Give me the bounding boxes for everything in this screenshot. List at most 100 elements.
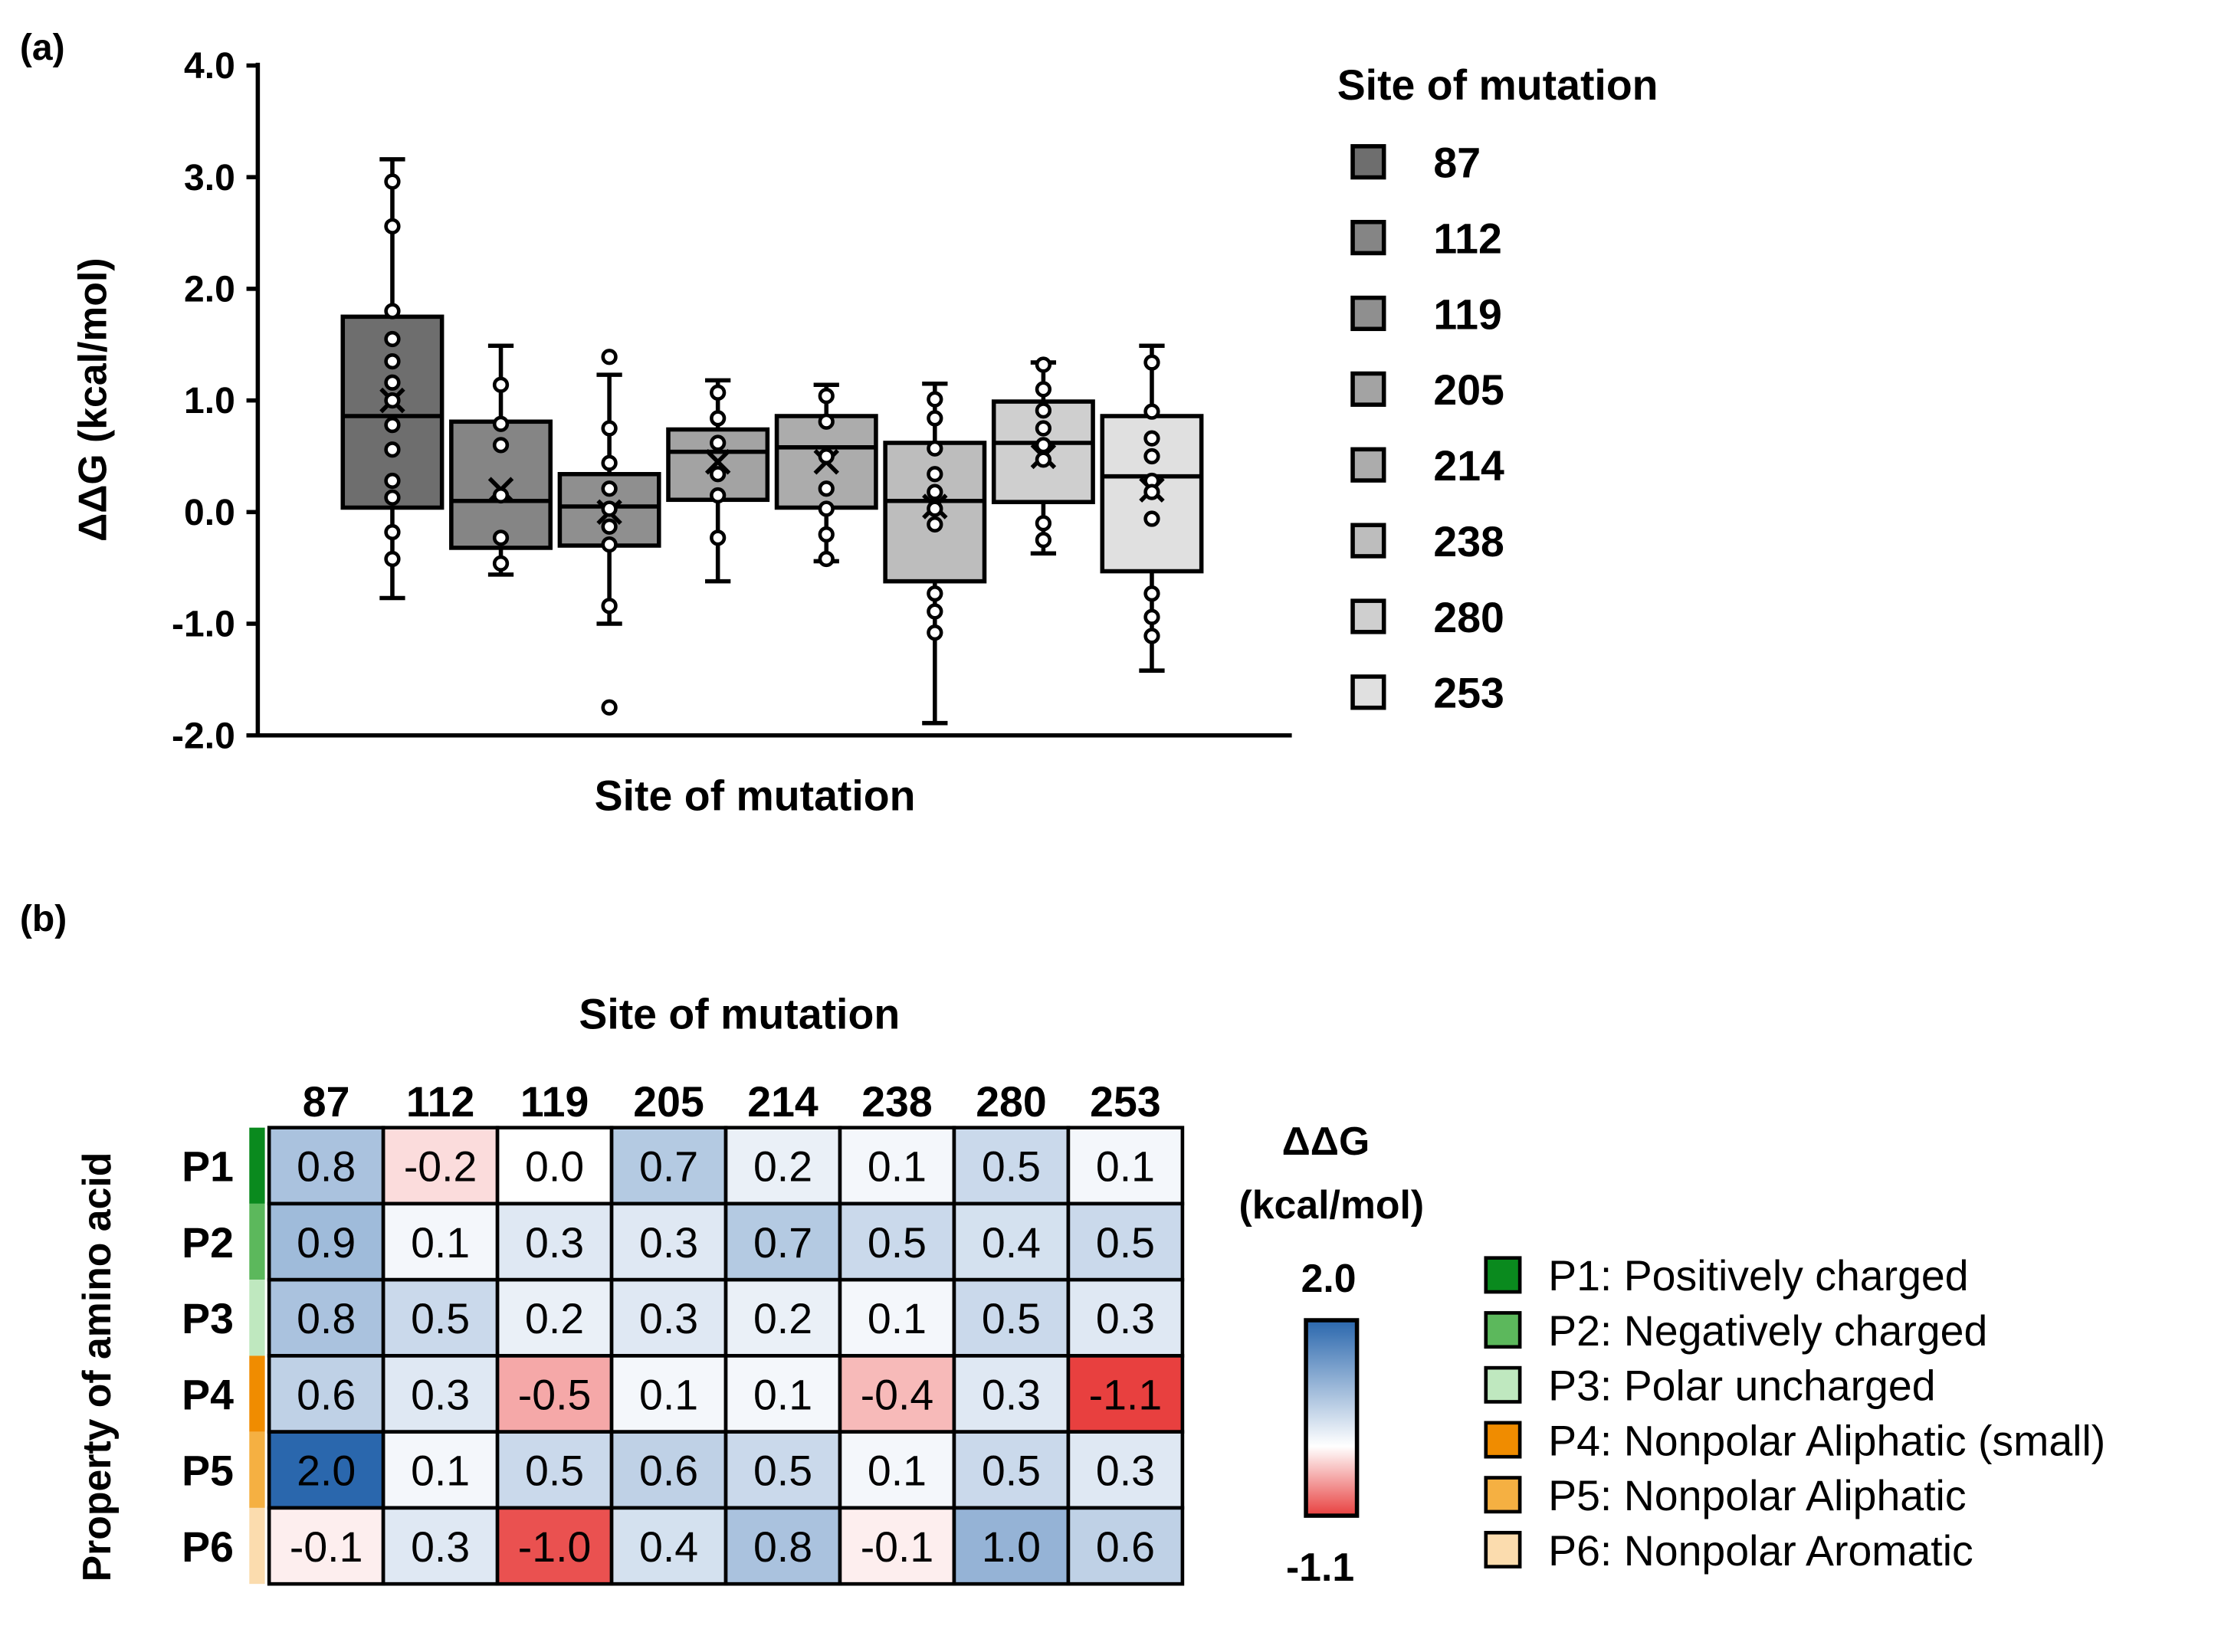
data-point xyxy=(601,536,618,553)
property-bar-P6 xyxy=(249,1507,265,1585)
heatmap-cell xyxy=(952,1201,1071,1282)
data-point xyxy=(818,480,835,497)
data-point xyxy=(1143,430,1160,447)
cell-value: 0.1 xyxy=(753,1371,812,1418)
colorbar xyxy=(1304,1318,1360,1518)
data-point xyxy=(601,420,618,437)
legend-swatch xyxy=(1350,523,1386,559)
column-label: 205 xyxy=(633,1078,704,1126)
data-point xyxy=(384,303,401,320)
row-label: P3 xyxy=(182,1295,234,1342)
data-point xyxy=(1035,420,1052,437)
data-point xyxy=(384,392,401,409)
box-253 xyxy=(1100,343,1204,673)
colorbar-max-label: 2.0 xyxy=(1301,1256,1357,1300)
heatmap-cell xyxy=(381,1430,500,1510)
column-label: 112 xyxy=(406,1078,474,1126)
data-point xyxy=(1035,402,1052,419)
cell-value: -0.4 xyxy=(861,1371,934,1418)
cell-value: 0.3 xyxy=(639,1219,698,1267)
data-point xyxy=(710,410,727,427)
data-point xyxy=(384,218,401,234)
cell-value: 0.3 xyxy=(639,1295,698,1342)
legend-swatch xyxy=(1350,144,1386,180)
cell-value: 0.1 xyxy=(868,1295,927,1342)
heatmap-cell xyxy=(381,1506,500,1586)
cell-value: 0.5 xyxy=(982,1143,1041,1191)
legend-item-205: 205 xyxy=(1350,366,1504,414)
heatmap-cell xyxy=(495,1126,614,1206)
heatmap-cell xyxy=(609,1506,728,1586)
column-label: 238 xyxy=(861,1078,933,1126)
box-plot: 4.0 3.0 2.0 1.0 0.0 -1.0 -2.0 xyxy=(172,46,1292,756)
heatmap-cell xyxy=(838,1430,956,1510)
cell-value: 0.3 xyxy=(982,1371,1041,1418)
row-label: P2 xyxy=(182,1219,234,1267)
data-point xyxy=(384,374,401,391)
data-point xyxy=(384,417,401,434)
legend-swatch xyxy=(1484,1365,1522,1404)
heatmap: 87 112 119 205 214 238 280 253 P1 0.8 -0.2 0.0 0.7 0.… xyxy=(182,1078,1185,1586)
panel-b-label: (b) xyxy=(20,899,67,939)
data-point xyxy=(927,440,943,457)
legend-item-214: 214 xyxy=(1350,442,1504,490)
legend-swatch xyxy=(1484,1530,1522,1568)
heatmap-cell xyxy=(1066,1506,1185,1586)
cell-value: 0.5 xyxy=(411,1295,470,1342)
legend-label: P5: Nonpolar Aliphatic xyxy=(1548,1472,1966,1519)
cell-value: 0.5 xyxy=(982,1447,1041,1495)
heatmap-cell xyxy=(495,1506,614,1586)
colorbar-unit: (kcal/mol) xyxy=(1239,1182,1425,1227)
cell-value: 0.8 xyxy=(297,1295,356,1342)
cell-value: 2.0 xyxy=(297,1447,356,1495)
data-point xyxy=(1143,403,1160,420)
data-point xyxy=(710,529,727,546)
data-point xyxy=(1035,437,1052,454)
box-legend-title: Site of mutation xyxy=(1337,61,1658,109)
heatmap-cell xyxy=(838,1126,956,1206)
data-point xyxy=(384,352,401,370)
data-point xyxy=(1035,381,1052,398)
data-point xyxy=(384,330,401,348)
legend-swatch xyxy=(1350,371,1386,407)
cell-value: -1.1 xyxy=(1089,1371,1163,1418)
cell-value: 0.1 xyxy=(411,1219,470,1267)
y-tick-label: -1.0 xyxy=(172,605,235,645)
heatmap-cell xyxy=(495,1277,614,1358)
box-112 xyxy=(449,343,553,577)
legend-label: P6: Nonpolar Aromatic xyxy=(1548,1527,1973,1575)
property-bar-P2 xyxy=(249,1203,265,1280)
row-label: P5 xyxy=(182,1447,234,1495)
panel-a-label: (a) xyxy=(20,28,65,68)
cell-value: 0.1 xyxy=(639,1371,698,1418)
legend-label: 87 xyxy=(1433,139,1481,187)
heatmap-cell xyxy=(381,1354,500,1434)
property-legend-item-P6: P6: Nonpolar Aromatic xyxy=(1484,1527,1973,1575)
property-legend-item-P4: P4: Nonpolar Aliphatic (small) xyxy=(1484,1417,2105,1464)
box-214 xyxy=(774,382,878,568)
data-point xyxy=(492,376,510,393)
data-point xyxy=(384,173,401,190)
cell-value: 0.0 xyxy=(525,1143,584,1191)
data-point xyxy=(492,487,510,504)
heatmap-y-label: Property of amino acid xyxy=(74,1152,119,1582)
legend-swatch xyxy=(1350,219,1386,256)
data-point xyxy=(927,391,943,408)
legend-label: 112 xyxy=(1433,215,1501,262)
data-point xyxy=(927,466,943,483)
legend-item-119: 119 xyxy=(1350,290,1502,338)
y-tick-label: 3.0 xyxy=(184,158,235,198)
cell-value: 0.3 xyxy=(1096,1447,1155,1495)
property-legend-item-P1: P1: Positively charged xyxy=(1484,1252,1969,1300)
data-point xyxy=(818,447,835,465)
column-label: 214 xyxy=(747,1078,819,1126)
heatmap-cell xyxy=(723,1430,842,1510)
cell-value: 0.4 xyxy=(982,1219,1041,1267)
legend-swatch xyxy=(1350,598,1386,634)
x-axis-label: Site of mutation xyxy=(595,772,916,820)
data-point xyxy=(927,603,943,620)
data-point xyxy=(1143,483,1160,500)
legend-label: 119 xyxy=(1433,290,1501,338)
y-axis-label: ΔΔG (kcal/mol) xyxy=(71,257,115,542)
